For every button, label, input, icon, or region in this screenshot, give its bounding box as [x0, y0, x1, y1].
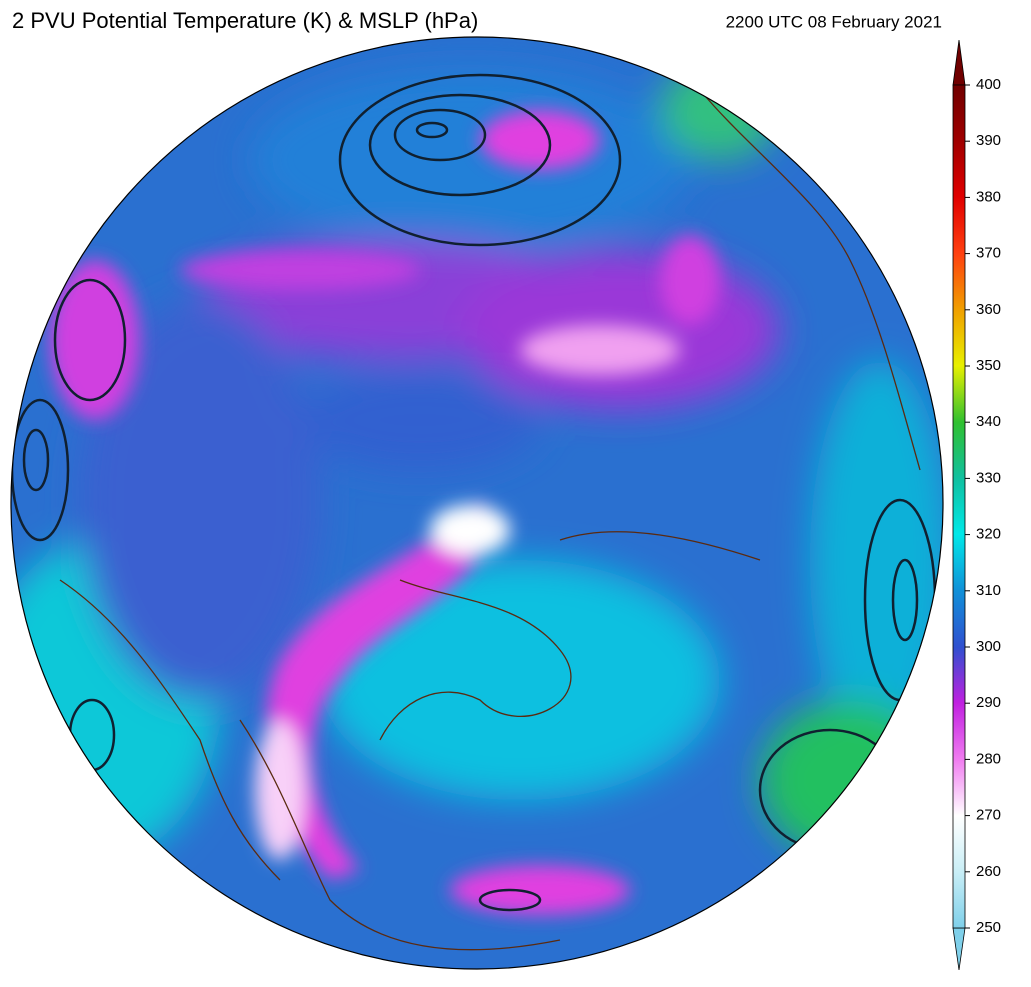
colorbar [952, 39, 966, 971]
map-field [11, 37, 943, 969]
colorbar-tick-label: 290 [976, 694, 1001, 711]
colorbar-tick-label: 280 [976, 750, 1001, 767]
timestamp: 2200 UTC 08 February 2021 [726, 12, 942, 31]
colorbar-tick-label: 400 [976, 76, 1001, 93]
colorbar-tick-label: 390 [976, 132, 1001, 149]
colorbar-tick-label: 310 [976, 582, 1001, 599]
colorbar-tick-label: 300 [976, 638, 1001, 655]
colorbar-tick-label: 350 [976, 357, 1001, 374]
globe-border [10, 36, 944, 970]
colorbar-tick-label: 250 [976, 919, 1001, 936]
colorbar-tick-label: 340 [976, 413, 1001, 430]
colorbar-tick-label: 360 [976, 301, 1001, 318]
title: 2 PVU Potential Temperature (K) & MSLP (… [12, 8, 478, 33]
colorbar-tick-label: 270 [976, 807, 1001, 824]
colorbar-tick-label: 330 [976, 469, 1001, 486]
colorbar-tick-label: 380 [976, 188, 1001, 205]
colorbar-tick-label: 320 [976, 526, 1001, 543]
colorbar-tick-label: 370 [976, 245, 1001, 262]
colorbar-tick-label: 260 [976, 863, 1001, 880]
